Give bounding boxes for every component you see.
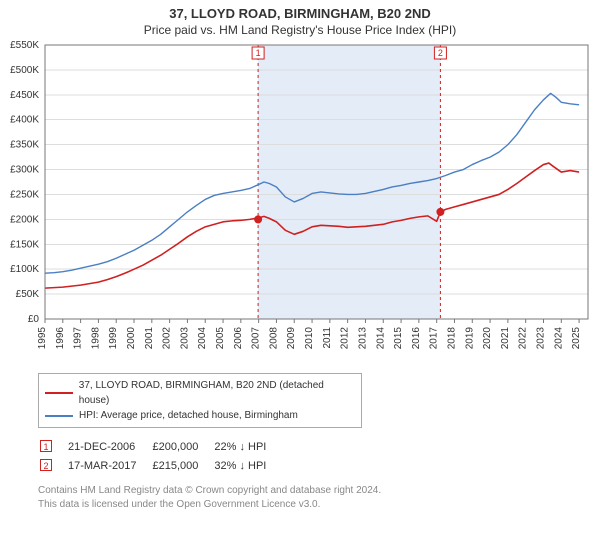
x-tick-label: 1999	[108, 327, 119, 350]
y-tick-label: £350K	[10, 140, 39, 151]
x-tick-label: 2018	[446, 327, 457, 350]
x-tick-label: 2006	[233, 327, 244, 350]
y-tick-label: £500K	[10, 65, 39, 76]
y-tick-label: £150K	[10, 239, 39, 250]
sale-dot	[436, 208, 444, 216]
y-tick-label: £250K	[10, 189, 39, 200]
x-tick-label: 2021	[500, 327, 511, 350]
highlight-band	[258, 45, 440, 319]
title-block: 37, LLOYD ROAD, BIRMINGHAM, B20 2ND Pric…	[0, 0, 600, 37]
chart-area: £0 £50K £100K £150K £200K £250K £300K £350K £400…	[0, 37, 600, 367]
sale-marker-number: 1	[256, 48, 261, 58]
y-tick-label: £50K	[16, 289, 40, 300]
line-chart-svg: £0 £50K £100K £150K £200K £250K £300K £350K £400…	[0, 37, 600, 367]
x-tick-label: 2007	[251, 327, 262, 350]
table-row: 2 17-MAR-2017£215,00032% ↓ HPI	[40, 457, 280, 474]
y-tick-label: £0	[28, 314, 40, 325]
x-tick-label: 2015	[393, 327, 404, 350]
x-tick-label: 2009	[286, 327, 297, 350]
chart-title: 37, LLOYD ROAD, BIRMINGHAM, B20 2ND	[0, 6, 600, 21]
x-tick-label: 2016	[411, 327, 422, 350]
legend: 37, LLOYD ROAD, BIRMINGHAM, B20 2ND (det…	[38, 373, 362, 428]
y-tick-label: £450K	[10, 90, 39, 101]
table-row: 1 21-DEC-2006£200,00022% ↓ HPI	[40, 438, 280, 455]
x-tick-label: 2024	[553, 327, 564, 350]
x-tick-label: 2019	[464, 327, 475, 350]
x-tick-label: 2002	[162, 327, 173, 350]
y-tick-label: £100K	[10, 264, 39, 275]
x-tick-label: 2003	[179, 327, 190, 350]
legend-item: HPI: Average price, detached house, Birm…	[45, 408, 355, 423]
x-tick-label: 2004	[197, 327, 208, 350]
footer-attribution: Contains HM Land Registry data © Crown c…	[38, 484, 600, 512]
x-tick-label: 2008	[268, 327, 279, 350]
legend-swatch	[45, 392, 73, 394]
y-tick-label: £550K	[10, 40, 39, 51]
x-tick-label: 2013	[357, 327, 368, 350]
sale-diff: 32% ↓ HPI	[214, 457, 280, 474]
x-tick-label: 2023	[535, 327, 546, 350]
x-tick-label: 2010	[304, 327, 315, 350]
chart-subtitle: Price paid vs. HM Land Registry's House …	[0, 23, 600, 37]
sale-date: 17-MAR-2017	[68, 457, 150, 474]
x-tick-label: 2000	[126, 327, 137, 350]
sale-marker-icon: 2	[40, 459, 52, 471]
x-tick-label: 1996	[55, 327, 66, 350]
sale-price: £215,000	[152, 457, 212, 474]
x-tick-label: 2014	[375, 327, 386, 350]
legend-label: 37, LLOYD ROAD, BIRMINGHAM, B20 2ND (det…	[79, 378, 355, 408]
x-tick-label: 2001	[144, 327, 155, 350]
x-tick-label: 2025	[571, 327, 582, 350]
x-tick-label: 2020	[482, 327, 493, 350]
x-tick-label: 2011	[322, 327, 333, 349]
y-tick-label: £300K	[10, 165, 39, 176]
x-tick-label: 1998	[90, 327, 101, 350]
x-tick-label: 1997	[73, 327, 84, 350]
legend-item: 37, LLOYD ROAD, BIRMINGHAM, B20 2ND (det…	[45, 378, 355, 408]
sale-diff: 22% ↓ HPI	[214, 438, 280, 455]
x-tick-label: 2005	[215, 327, 226, 350]
sales-table: 1 21-DEC-2006£200,00022% ↓ HPI 2 17-MAR-201…	[38, 436, 282, 476]
y-tick-label: £200K	[10, 214, 39, 225]
legend-label: HPI: Average price, detached house, Birm…	[79, 408, 298, 423]
sale-price: £200,000	[152, 438, 212, 455]
footer-line1: Contains HM Land Registry data © Crown c…	[38, 484, 600, 498]
x-tick-label: 1995	[37, 327, 48, 350]
sale-dot	[254, 215, 262, 223]
sale-marker-number: 2	[438, 48, 443, 58]
sale-date: 21-DEC-2006	[68, 438, 150, 455]
footer-line2: This data is licensed under the Open Gov…	[38, 498, 600, 512]
legend-swatch	[45, 415, 73, 417]
y-tick-label: £400K	[10, 115, 39, 126]
x-tick-label: 2017	[429, 327, 440, 350]
x-tick-label: 2012	[340, 327, 351, 350]
sale-marker-icon: 1	[40, 440, 52, 452]
x-tick-label: 2022	[518, 327, 529, 350]
